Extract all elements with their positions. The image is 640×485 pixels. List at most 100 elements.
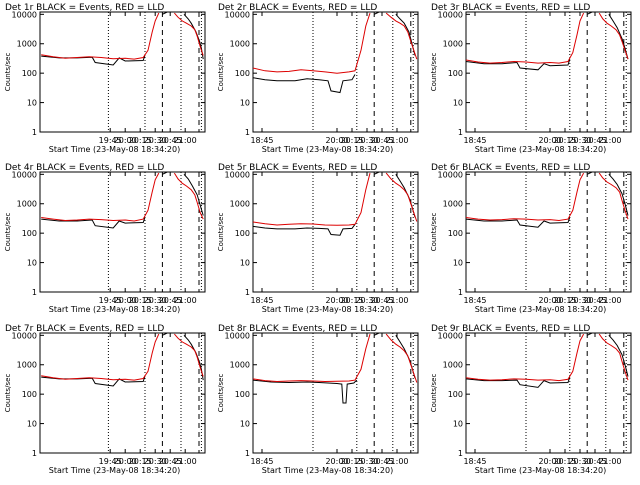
events-series-line bbox=[373, 11, 380, 15]
plot-frame bbox=[465, 171, 632, 293]
y-tick-label: 10000 bbox=[225, 170, 250, 179]
events-series-line bbox=[41, 217, 146, 229]
x-tick-label: 20:00 bbox=[538, 296, 561, 305]
x-tick-label: 20:30 bbox=[355, 136, 378, 145]
y-tick-label: 1 bbox=[458, 128, 463, 137]
y-tick-label: 10 bbox=[453, 99, 463, 108]
y-axis-label: Counts/sec bbox=[217, 374, 225, 413]
lld-series-line bbox=[41, 333, 160, 381]
y-tick-label: 1000 bbox=[230, 200, 250, 209]
x-axis-label: Start Time (23-May-08 18:34:20) bbox=[262, 305, 393, 314]
y-tick-label: 1 bbox=[245, 288, 250, 297]
events-series-line bbox=[608, 173, 629, 216]
x-tick-label: 20:30 bbox=[144, 296, 167, 305]
x-tick-label: 20:00 bbox=[325, 136, 348, 145]
x-tick-label: 20:00 bbox=[114, 136, 137, 145]
x-tick-label: 20:00 bbox=[114, 457, 137, 466]
y-tick-label: 100 bbox=[448, 69, 463, 78]
lld-series-line bbox=[252, 12, 371, 74]
lld-series-line bbox=[598, 12, 629, 60]
events-series-line bbox=[586, 11, 593, 15]
y-tick-label: 10 bbox=[27, 99, 37, 108]
y-axis-label: Counts/sec bbox=[4, 53, 12, 92]
x-tick-label: 21:00 bbox=[598, 136, 621, 145]
y-tick-label: 1 bbox=[458, 288, 463, 297]
x-tick-label: 18:45 bbox=[463, 296, 486, 305]
x-tick-label: 20:45 bbox=[159, 296, 182, 305]
y-tick-label: 100 bbox=[448, 390, 463, 399]
x-tick-label: 20:15 bbox=[129, 136, 152, 145]
events-series-line bbox=[162, 171, 168, 175]
lld-series-line bbox=[252, 333, 371, 383]
y-tick-label: 100 bbox=[235, 390, 250, 399]
y-tick-label: 10 bbox=[453, 259, 463, 268]
plot-frame bbox=[252, 171, 419, 293]
y-tick-label: 10000 bbox=[12, 10, 37, 19]
x-axis-label: Start Time (23-May-08 18:34:20) bbox=[262, 466, 393, 475]
plot-title: Det 3r BLACK = Events, RED = LLD bbox=[431, 3, 590, 13]
y-tick-label: 1000 bbox=[17, 200, 37, 209]
y-tick-label: 100 bbox=[448, 229, 463, 238]
x-tick-label: 20:15 bbox=[340, 296, 363, 305]
events-series-line bbox=[465, 58, 571, 71]
x-tick-label: 20:45 bbox=[370, 136, 393, 145]
y-tick-label: 10000 bbox=[225, 10, 250, 19]
y-axis-label: Counts/sec bbox=[430, 213, 438, 252]
x-tick-label: 19:45 bbox=[99, 457, 122, 466]
x-tick-label: 20:45 bbox=[370, 296, 393, 305]
events-series-line bbox=[41, 375, 146, 387]
x-tick-label: 20:15 bbox=[340, 136, 363, 145]
x-tick-label: 21:00 bbox=[174, 136, 197, 145]
x-tick-label: 20:15 bbox=[129, 457, 152, 466]
x-tick-label: 20:45 bbox=[583, 136, 606, 145]
events-series-line bbox=[373, 332, 380, 336]
x-tick-label: 21:00 bbox=[385, 136, 408, 145]
events-series-line bbox=[162, 332, 168, 336]
x-tick-label: 20:30 bbox=[144, 136, 167, 145]
x-tick-label: 18:45 bbox=[250, 136, 273, 145]
plot-title: Det 7r BLACK = Events, RED = LLD bbox=[5, 324, 164, 334]
y-tick-label: 10 bbox=[240, 259, 250, 268]
x-tick-label: 20:30 bbox=[144, 457, 167, 466]
events-series-line bbox=[252, 224, 356, 236]
x-tick-label: 21:00 bbox=[174, 457, 197, 466]
events-series-line bbox=[183, 173, 204, 216]
y-axis-label: Counts/sec bbox=[4, 374, 12, 413]
y-tick-label: 10 bbox=[27, 259, 37, 268]
x-tick-label: 21:00 bbox=[174, 296, 197, 305]
plot-frame bbox=[39, 332, 206, 454]
plot-title: Det 4r BLACK = Events, RED = LLD bbox=[5, 163, 164, 173]
y-tick-label: 1 bbox=[32, 288, 37, 297]
events-series-line bbox=[395, 13, 416, 56]
events-series-line bbox=[395, 335, 416, 379]
y-tick-label: 10000 bbox=[225, 331, 250, 340]
plot-frame bbox=[39, 171, 206, 293]
plot-title: Det 6r BLACK = Events, RED = LLD bbox=[431, 163, 590, 173]
x-tick-label: 18:45 bbox=[250, 296, 273, 305]
x-axis-label: Start Time (23-May-08 18:34:20) bbox=[262, 145, 393, 154]
events-series-line bbox=[252, 379, 358, 404]
y-tick-label: 10000 bbox=[438, 170, 463, 179]
x-tick-label: 20:45 bbox=[583, 457, 606, 466]
events-series-line bbox=[252, 74, 356, 94]
x-tick-label: 20:30 bbox=[355, 296, 378, 305]
lld-series-line bbox=[385, 172, 418, 222]
y-tick-label: 1000 bbox=[230, 361, 250, 370]
lld-series-line bbox=[598, 333, 629, 381]
y-tick-label: 100 bbox=[22, 69, 37, 78]
plot-panel: Det 3r BLACK = Events, RED = LLD Counts/s… bbox=[430, 3, 632, 154]
plot-frame bbox=[465, 332, 632, 454]
y-axis-label: Counts/sec bbox=[430, 374, 438, 413]
lld-series-line bbox=[252, 172, 371, 226]
lld-series-line bbox=[465, 12, 585, 64]
x-tick-label: 20:15 bbox=[553, 457, 576, 466]
x-tick-label: 20:45 bbox=[370, 457, 393, 466]
x-axis-label: Start Time (23-May-08 18:34:20) bbox=[475, 145, 606, 154]
events-series-line bbox=[183, 334, 204, 381]
x-tick-label: 18:45 bbox=[463, 136, 486, 145]
events-series-line bbox=[608, 14, 629, 60]
y-tick-label: 1 bbox=[458, 449, 463, 458]
y-tick-label: 1000 bbox=[443, 200, 463, 209]
